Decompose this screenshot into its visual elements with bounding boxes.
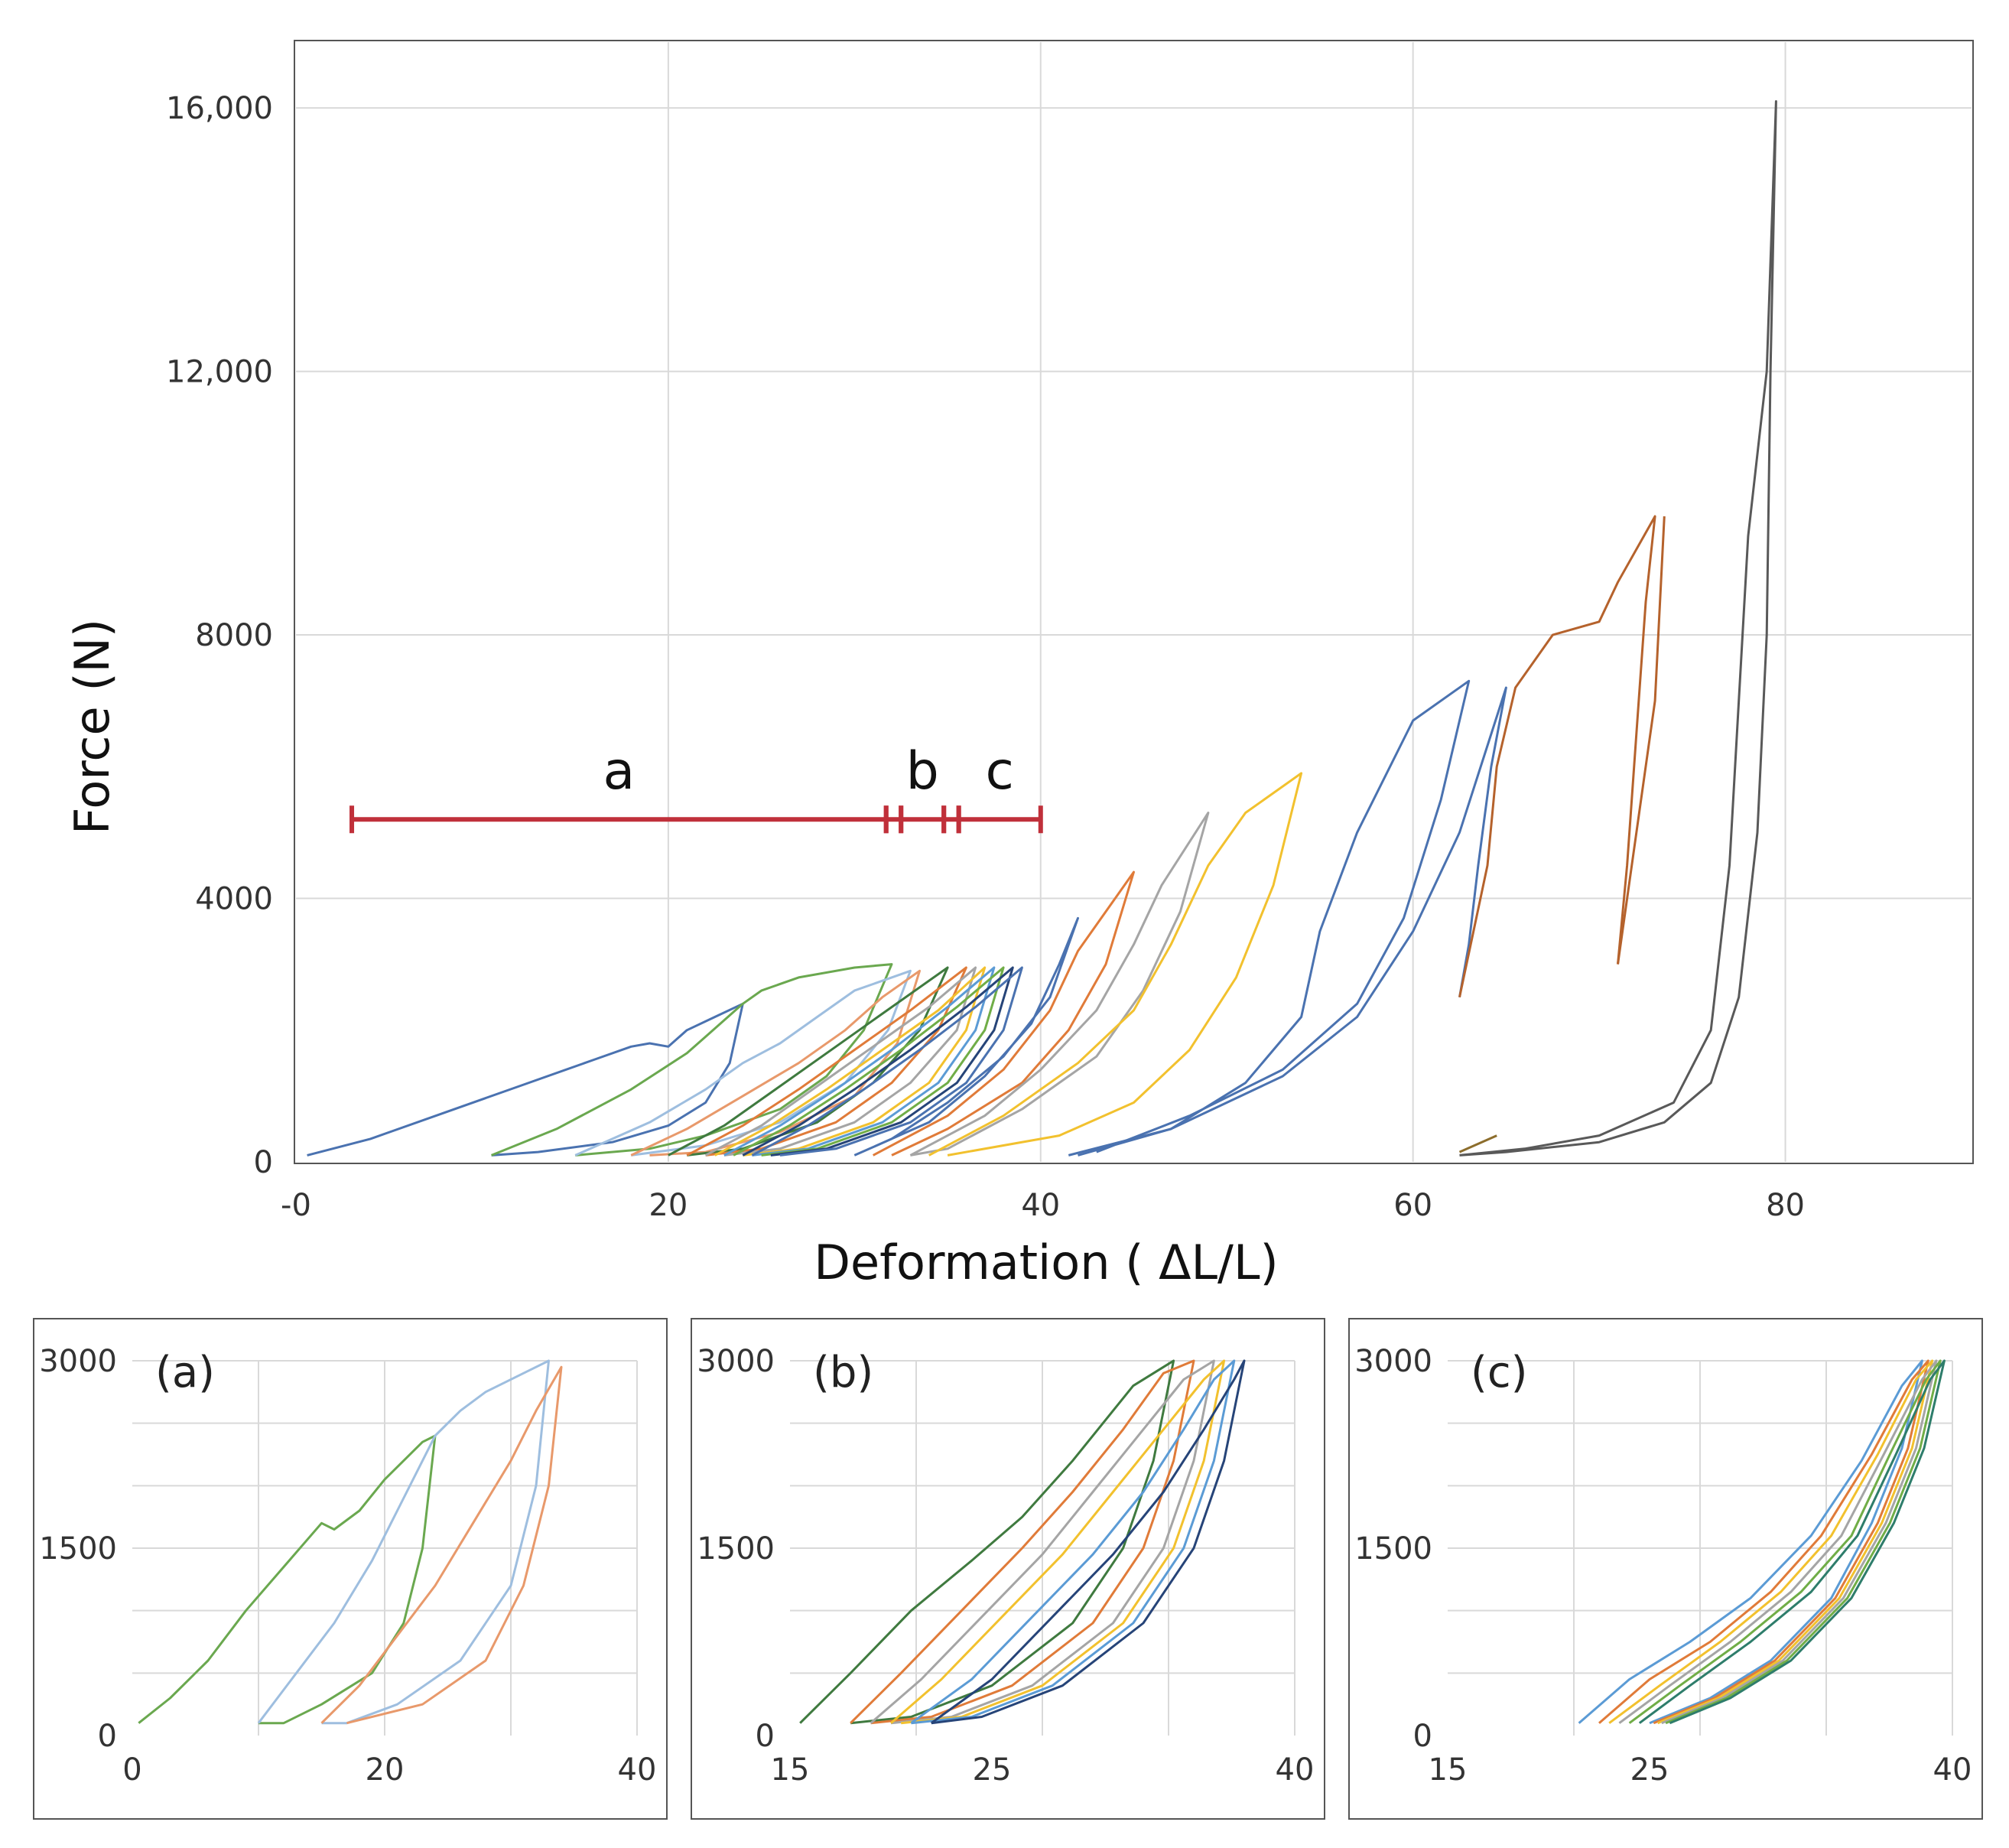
inset-panel-label: (a) <box>155 1348 215 1397</box>
inset-chart-b: 15 25 40 0 1500 3000 (b) <box>691 1318 1325 1820</box>
y-tick-label: 3000 <box>697 1344 775 1379</box>
inset-series <box>799 1359 1246 1725</box>
x-tick-label: 20 <box>366 1752 405 1788</box>
inset-panel-label: (c) <box>1471 1348 1527 1397</box>
series-line-5 <box>668 966 949 1157</box>
series-line-6 <box>1638 1359 1946 1725</box>
main-grid <box>296 42 1972 1162</box>
x-tick-label: 60 <box>1393 1188 1432 1223</box>
y-tick-label: 12,000 <box>166 355 273 390</box>
series-line-2 <box>257 1359 550 1725</box>
x-axis-label: Deformation ( ΔL/L) <box>814 1235 1278 1290</box>
y-tick-label: 1500 <box>1354 1531 1432 1567</box>
inset-series <box>1578 1359 1946 1725</box>
inset-frame <box>1348 1318 1983 1820</box>
x-tick-label: 0 <box>122 1752 141 1788</box>
series-line-4 <box>1618 1359 1938 1725</box>
x-tick-label: 20 <box>649 1188 688 1223</box>
series-line-1 <box>307 1002 744 1157</box>
x-tick-label: 15 <box>1429 1752 1468 1788</box>
range-label-c: c <box>986 741 1014 802</box>
x-tick-label: -0 <box>281 1188 311 1223</box>
x-tick-label: 80 <box>1766 1188 1805 1223</box>
x-tick-label: 25 <box>1630 1752 1669 1788</box>
series-line-8 <box>714 966 987 1157</box>
inset-chart-a: 0 20 40 0 1500 3000 (a) <box>33 1318 668 1820</box>
inset-frame <box>33 1318 668 1820</box>
y-tick-label: 4000 <box>195 882 273 917</box>
inset-grid <box>132 1360 638 1736</box>
y-tick-label: 3000 <box>1354 1344 1432 1379</box>
series-line-2 <box>491 963 893 1157</box>
inset-tick-labels: 0 20 40 0 1500 3000 <box>39 1344 656 1788</box>
y-tick-label: 0 <box>254 1145 273 1180</box>
series-line-18 <box>1068 686 1507 1157</box>
series-line-10 <box>733 966 1005 1157</box>
series-line-4 <box>890 1359 1226 1725</box>
y-tick-label: 1500 <box>39 1531 117 1567</box>
series-line-3 <box>1608 1359 1934 1725</box>
y-tick-label: 0 <box>1413 1719 1432 1754</box>
main-series <box>307 100 1777 1157</box>
series-line-3 <box>320 1365 563 1725</box>
inset-grid <box>790 1360 1295 1736</box>
series-line-9 <box>723 966 996 1157</box>
x-tick-label: 25 <box>973 1752 1012 1788</box>
series-line-6 <box>686 966 967 1157</box>
series-line-20 <box>1617 516 1666 965</box>
x-tick-label: 40 <box>1933 1752 1972 1788</box>
series-line-1 <box>1578 1359 1923 1725</box>
y-tick-label: 0 <box>98 1719 117 1754</box>
series-line-2 <box>850 1359 1195 1725</box>
series-line-7 <box>704 966 977 1157</box>
series-line-5 <box>1628 1359 1942 1725</box>
y-tick-label: 1500 <box>697 1531 775 1567</box>
series-line-14 <box>872 870 1135 1157</box>
x-tick-label: 15 <box>771 1752 810 1788</box>
plot-frame <box>294 40 1974 1164</box>
series-line-21 <box>1458 1134 1497 1153</box>
series-line-4 <box>630 969 921 1157</box>
series-line-12 <box>751 966 1023 1157</box>
x-tick-label: 40 <box>618 1752 657 1788</box>
series-line-1 <box>138 1434 437 1725</box>
inset-series <box>138 1359 563 1725</box>
series-line-19 <box>1458 515 1656 998</box>
inset-panel-label: (b) <box>813 1348 873 1397</box>
series-line-16 <box>928 772 1303 1157</box>
series-line-6 <box>930 1359 1246 1725</box>
inset-grid <box>1448 1360 1953 1736</box>
series-line-3 <box>870 1359 1215 1725</box>
inset-chart-c: 15 25 40 0 1500 3000 (c) <box>1348 1318 1983 1820</box>
series-line-22 <box>1459 100 1777 1157</box>
series-line-11 <box>742 966 1014 1157</box>
range-label-b: b <box>906 741 939 802</box>
series-line-1 <box>799 1359 1175 1725</box>
x-tick-label: 40 <box>1021 1188 1060 1223</box>
y-tick-label: 8000 <box>195 618 273 653</box>
range-label-a: a <box>603 741 636 802</box>
series-line-2 <box>1598 1359 1929 1725</box>
series-line-5 <box>910 1359 1236 1725</box>
inset-tick-labels: 15 25 40 0 1500 3000 <box>1354 1344 1972 1788</box>
y-axis-label: Force (N) <box>64 619 120 835</box>
x-tick-label: 40 <box>1276 1752 1315 1788</box>
y-tick-label: 3000 <box>39 1344 117 1379</box>
series-line-13 <box>853 916 1079 1157</box>
main-tick-labels: -0 20 40 60 80 0 4000 8000 12,000 16,000 <box>166 91 1805 1223</box>
y-tick-label: 0 <box>756 1719 775 1754</box>
series-line-17 <box>1078 679 1471 1157</box>
inset-frame <box>691 1318 1325 1820</box>
inset-tick-labels: 15 25 40 0 1500 3000 <box>697 1344 1314 1788</box>
y-tick-label: 16,000 <box>166 91 273 126</box>
series-line-15 <box>909 812 1210 1157</box>
series-line-3 <box>574 969 912 1157</box>
